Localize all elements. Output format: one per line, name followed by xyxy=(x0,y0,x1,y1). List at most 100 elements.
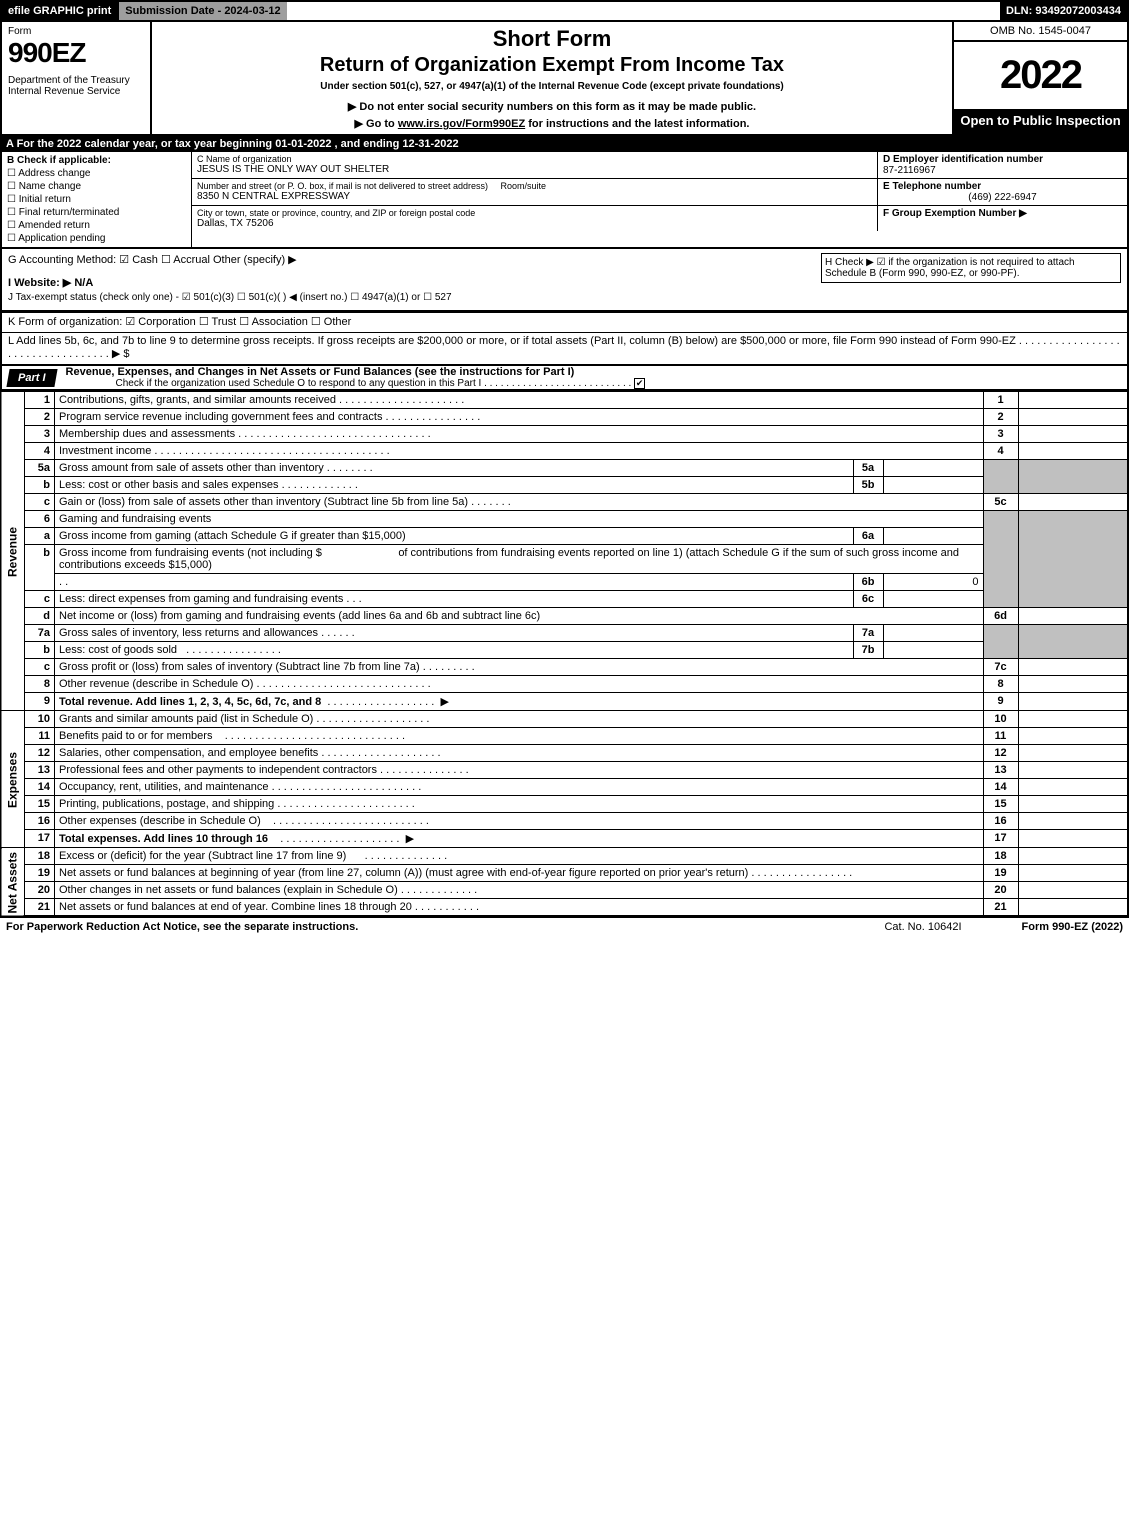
d-block: D Employer identification number 87-2116… xyxy=(877,152,1127,178)
dept-label: Department of the Treasury Internal Reve… xyxy=(8,75,144,97)
f-block: F Group Exemption Number ▶ xyxy=(877,206,1127,231)
l6b-pre: Gross income from fundraising events (no… xyxy=(59,547,322,559)
part1-checkbox[interactable] xyxy=(634,378,645,389)
l10-val xyxy=(1018,711,1128,728)
l6a-val xyxy=(883,528,983,545)
l6c-desc: Less: direct expenses from gaming and fu… xyxy=(59,593,343,605)
l8-val xyxy=(1018,676,1128,693)
part1-title: Revenue, Expenses, and Changes in Net As… xyxy=(56,366,1127,378)
c-street-val: 8350 N CENTRAL EXPRESSWAY xyxy=(197,191,872,202)
section-ghij: G Accounting Method: ☑ Cash ☐ Accrual Ot… xyxy=(0,249,1129,312)
topbar: efile GRAPHIC print Submission Date - 20… xyxy=(0,0,1129,22)
goto-link[interactable]: www.irs.gov/Form990EZ xyxy=(398,118,525,130)
c-city-label: City or town, state or province, country… xyxy=(197,208,872,218)
l17-val xyxy=(1018,830,1128,848)
paperwork-notice: For Paperwork Reduction Act Notice, see … xyxy=(6,921,358,933)
l5c-val xyxy=(1018,494,1128,511)
submission-date: Submission Date - 2024-03-12 xyxy=(117,2,286,20)
c-city-val: Dallas, TX 75206 xyxy=(197,218,872,229)
header-middle: Short Form Return of Organization Exempt… xyxy=(152,22,952,134)
line-j: J Tax-exempt status (check only one) - ☑… xyxy=(8,292,1121,303)
l20-val xyxy=(1018,882,1128,899)
line-a: A For the 2022 calendar year, or tax yea… xyxy=(0,136,1129,152)
netassets-sidebar: Net Assets xyxy=(1,848,25,917)
l19-val xyxy=(1018,865,1128,882)
l14-desc: Occupancy, rent, utilities, and maintena… xyxy=(59,781,269,793)
l11-val xyxy=(1018,728,1128,745)
line-k: K Form of organization: ☑ Corporation ☐ … xyxy=(8,315,1121,328)
cb-final-return[interactable]: ☐ Final return/terminated xyxy=(7,207,186,218)
l19-desc: Net assets or fund balances at beginning… xyxy=(59,867,748,879)
cb-amended-return[interactable]: ☐ Amended return xyxy=(7,220,186,231)
goto-line: ▶ Go to www.irs.gov/Form990EZ for instru… xyxy=(158,117,946,130)
l12-desc: Salaries, other compensation, and employ… xyxy=(59,747,318,759)
l7b-desc: Less: cost of goods sold xyxy=(59,644,177,656)
section-bcdef: B Check if applicable: ☐ Address change … xyxy=(0,152,1129,249)
form-number: 990EZ xyxy=(8,37,144,69)
l21-val xyxy=(1018,899,1128,917)
open-public-badge: Open to Public Inspection xyxy=(954,109,1127,134)
goto-post: for instructions and the latest informat… xyxy=(525,118,749,130)
c-street-label: Number and street (or P. O. box, if mail… xyxy=(197,181,488,191)
efile-label[interactable]: efile GRAPHIC print xyxy=(2,2,117,20)
l10-desc: Grants and similar amounts paid (list in… xyxy=(59,713,313,725)
l14-val xyxy=(1018,779,1128,796)
l5c-desc: Gain or (loss) from sale of assets other… xyxy=(59,496,468,508)
form-label: Form xyxy=(8,26,144,37)
under-section: Under section 501(c), 527, or 4947(a)(1)… xyxy=(158,81,946,92)
l11-desc: Benefits paid to or for members xyxy=(59,730,212,742)
l16-desc: Other expenses (describe in Schedule O) xyxy=(59,815,261,827)
l7a-desc: Gross sales of inventory, less returns a… xyxy=(59,627,318,639)
l8-desc: Other revenue (describe in Schedule O) xyxy=(59,678,253,690)
line-l: L Add lines 5b, 6c, and 7b to line 9 to … xyxy=(8,335,1121,360)
l1-val xyxy=(1018,392,1128,409)
revenue-sidebar: Revenue xyxy=(1,392,25,711)
l13-desc: Professional fees and other payments to … xyxy=(59,764,377,776)
e-val: (469) 222-6947 xyxy=(883,192,1122,203)
l21-desc: Net assets or fund balances at end of ye… xyxy=(59,901,412,913)
f-label: F Group Exemption Number ▶ xyxy=(883,208,1122,219)
short-form-title: Short Form xyxy=(158,26,946,52)
l3-val xyxy=(1018,426,1128,443)
l20-desc: Other changes in net assets or fund bala… xyxy=(59,884,398,896)
l6d-val xyxy=(1018,608,1128,625)
l5a-val xyxy=(883,460,983,477)
l7c-desc: Gross profit or (loss) from sales of inv… xyxy=(59,661,420,673)
cb-name-change[interactable]: ☐ Name change xyxy=(7,181,186,192)
l2-desc: Program service revenue including govern… xyxy=(59,411,382,423)
goto-pre: ▶ Go to xyxy=(355,118,398,130)
part1-table: Revenue 1Contributions, gifts, grants, a… xyxy=(0,391,1129,917)
footer: For Paperwork Reduction Act Notice, see … xyxy=(0,917,1129,936)
line-i: I Website: ▶ N/A xyxy=(8,277,93,289)
l7b-val xyxy=(883,642,983,659)
c-city-block: City or town, state or province, country… xyxy=(192,206,877,231)
part1-header: Part I Revenue, Expenses, and Changes in… xyxy=(0,365,1129,391)
dln: DLN: 93492072003434 xyxy=(1000,2,1127,20)
section-kl: K Form of organization: ☑ Corporation ☐ … xyxy=(0,312,1129,332)
l18-desc: Excess or (deficit) for the year (Subtra… xyxy=(59,850,346,862)
e-label: E Telephone number xyxy=(883,181,1122,192)
tax-year: 2022 xyxy=(954,42,1127,109)
d-label: D Employer identification number xyxy=(883,154,1122,165)
l12-val xyxy=(1018,745,1128,762)
l6-desc: Gaming and fundraising events xyxy=(55,511,984,528)
line-h: H Check ▶ ☑ if the organization is not r… xyxy=(821,253,1121,283)
cb-initial-return[interactable]: ☐ Initial return xyxy=(7,194,186,205)
e-block: E Telephone number (469) 222-6947 xyxy=(877,179,1127,205)
part1-sub: Check if the organization used Schedule … xyxy=(56,378,1127,389)
cat-no: Cat. No. 10642I xyxy=(884,921,961,933)
section-l-wrap: L Add lines 5b, 6c, and 7b to line 9 to … xyxy=(0,332,1129,365)
c-street-block: Number and street (or P. O. box, if mail… xyxy=(192,179,877,205)
l6b-val: 0 xyxy=(883,574,983,591)
l15-desc: Printing, publications, postage, and shi… xyxy=(59,798,274,810)
cb-address-change[interactable]: ☐ Address change xyxy=(7,168,186,179)
cb-application-pending[interactable]: ☐ Application pending xyxy=(7,233,186,244)
l18-val xyxy=(1018,848,1128,865)
form-no: Form 990-EZ (2022) xyxy=(1022,921,1123,933)
l7c-val xyxy=(1018,659,1128,676)
c-name-label: C Name of organization xyxy=(197,154,872,164)
form-header: Form 990EZ Department of the Treasury In… xyxy=(0,22,1129,136)
expenses-sidebar: Expenses xyxy=(1,711,25,848)
l17-desc: Total expenses. Add lines 10 through 16 xyxy=(59,833,268,845)
l2-val xyxy=(1018,409,1128,426)
